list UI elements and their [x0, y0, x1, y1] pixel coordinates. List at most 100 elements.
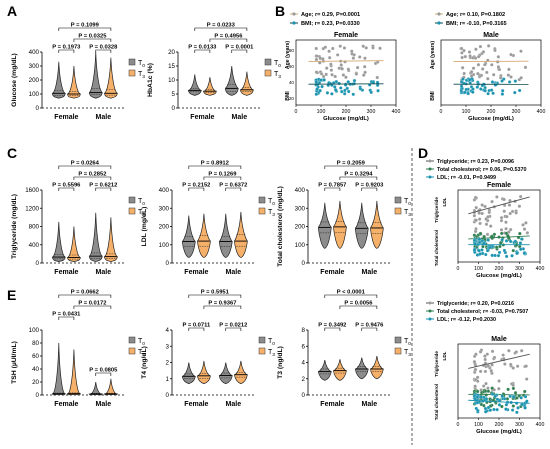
scatter-point-triglyceride [525, 231, 530, 235]
significance-bracket [95, 49, 112, 53]
legend-swatch-t3 [258, 347, 266, 355]
legend-label: Triglyceride; r= 0.20, P=0.0216 [437, 301, 514, 307]
scatter-point-age [460, 55, 464, 60]
scatter-point-triglyceride [473, 384, 477, 388]
violin-T3-Female [67, 226, 81, 262]
scatter-point-ldl [523, 395, 528, 399]
p-value-label: P = 0.4956 [214, 34, 243, 40]
scatter-point-total-cholesterol [506, 387, 510, 392]
y-tick-label: 20 [168, 49, 175, 56]
violin-panel-C1: 0 400 800 1200 1600 Triglyceride (mg/dL) Femal… [11, 161, 145, 277]
scatter-point-bmi [513, 90, 517, 95]
scatter-point-total-cholesterol [486, 389, 491, 393]
significance-bracket [58, 27, 112, 31]
y-tick-label: 0 [166, 260, 170, 267]
y-axis-label-age: Age (years) [285, 41, 291, 70]
x-tick-label: 300 [515, 422, 524, 428]
y-tick-label: 100 [295, 242, 306, 249]
significance-bracket [188, 187, 205, 191]
scatter-point-triglyceride [509, 362, 513, 367]
scatter-point-ldl [518, 241, 523, 245]
scatter-point-bmi [342, 92, 347, 96]
significance-bracket [209, 38, 248, 42]
legend-label: Triglyceride; r= 0.23, P=0.0096 [437, 159, 514, 165]
x-tick-label: 400 [537, 109, 546, 115]
p-value-label: P = 0.6372 [219, 183, 247, 189]
scatter-point-triglyceride [490, 199, 494, 204]
scatter-point-age [459, 46, 464, 51]
scatter-point-bmi [500, 89, 505, 93]
legend-swatch-t3 [394, 207, 402, 215]
scatter-point-total-cholesterol [518, 231, 522, 236]
legend-label: BMI; r= 0.23, P=0.0330 [301, 21, 360, 27]
p-value-label: P = 0.0001 [225, 45, 254, 51]
panel-title: Male [483, 32, 499, 39]
scatter-point-age [362, 73, 366, 77]
y-tick-label: 40 [289, 80, 295, 85]
significance-bracket [324, 187, 341, 191]
y-axis-label: T3 (ng/dL) [277, 346, 284, 379]
scatter-point-ldl [519, 247, 523, 251]
scatter-point-ldl [513, 239, 518, 244]
category-label: Male [362, 401, 378, 408]
scatter-point-ldl [486, 238, 490, 242]
scatter-point-triglyceride [480, 203, 484, 207]
significance-bracket [339, 176, 378, 180]
significance-bracket [58, 187, 75, 191]
y-tick-label: 20 [32, 379, 39, 386]
category-label: Male [226, 269, 242, 276]
scatter-point-triglyceride [505, 214, 509, 219]
scatter-point-total-cholesterol [483, 389, 488, 393]
scatter-point-triglyceride [473, 367, 477, 372]
scatter-point-age [342, 46, 347, 50]
category-label: Male [96, 269, 112, 276]
scatter-point-age [470, 56, 475, 60]
violin-T3-Male [370, 200, 384, 249]
violin-T0-Female [317, 360, 332, 381]
scatter-point-triglyceride [508, 227, 513, 232]
scatter-point-ldl [475, 253, 480, 257]
scatter-point-bmi [490, 80, 495, 84]
y-tick-label: 200 [159, 224, 170, 231]
scatter-point-age [363, 70, 367, 75]
p-value-label: P = 0.1099 [71, 23, 100, 29]
regression-line [468, 353, 530, 369]
significance-bracket [58, 49, 75, 53]
scatter-point-triglyceride [508, 211, 512, 216]
scatter-point-age [327, 49, 331, 53]
scatter-point-age [509, 75, 513, 79]
scatter-point-ldl [490, 392, 495, 396]
scatter-point-age [335, 53, 340, 57]
scatter-point-ldl [504, 239, 509, 243]
legend-marker [437, 21, 441, 25]
scatter-point-triglyceride [483, 354, 487, 358]
scatter-point-ldl [472, 394, 477, 398]
significance-bracket [324, 327, 341, 331]
scatter-point-ldl [525, 399, 529, 403]
panel-letter-d: D [418, 145, 428, 161]
scatter-point-triglyceride [484, 222, 489, 226]
scatter-point-ldl [497, 250, 502, 255]
scatter-point-triglyceride [472, 360, 477, 364]
scatter-point-age [471, 66, 476, 70]
legend-marker [437, 12, 441, 16]
legend-swatch-t3 [128, 69, 136, 77]
scatter-point-age [481, 67, 485, 71]
scatter-point-triglyceride [487, 210, 491, 215]
legend-swatch-t0 [394, 196, 402, 204]
significance-bracket [188, 165, 242, 169]
category-label: Female [190, 114, 214, 121]
scatter-point-total-cholesterol [515, 396, 519, 400]
scatter-point-ldl [514, 401, 519, 405]
scatter-point-age [324, 66, 329, 70]
scatter-point-age [371, 46, 375, 50]
y-tick-label: 300 [29, 63, 40, 70]
scatter-point-age [330, 73, 334, 77]
scatter-point-ldl [510, 408, 515, 412]
scatter-point-ldl [472, 248, 477, 252]
category-label: Male [96, 114, 112, 121]
scatter-point-triglyceride [477, 211, 481, 215]
legend-swatch-t0 [264, 58, 272, 66]
scatter-point-ldl [508, 239, 513, 244]
category-label: Female [184, 269, 208, 276]
